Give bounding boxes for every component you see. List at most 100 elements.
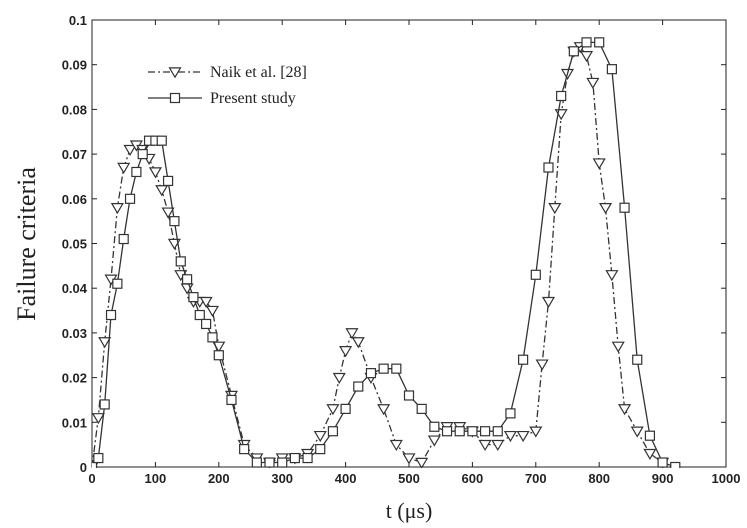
data-point: [123, 144, 137, 157]
x-tick-label: 400: [335, 471, 357, 486]
legend-item-1: Present study: [148, 90, 296, 107]
data-point: [402, 453, 416, 465]
data-point: [403, 390, 415, 401]
legend-label: Naik et al. [28]: [210, 64, 307, 81]
data-point: [340, 403, 351, 414]
data-point: [124, 193, 136, 204]
data-point: [391, 363, 402, 374]
data-point: [93, 452, 104, 464]
data-point: [619, 202, 630, 213]
data-point: [315, 444, 326, 455]
y-tick-label: 0.1: [69, 13, 87, 28]
x-tick-label: 600: [462, 471, 484, 486]
data-point: [535, 359, 549, 371]
data-point: [592, 158, 606, 170]
y-tick-label: 0.06: [62, 192, 87, 207]
series-line: [92, 41, 676, 468]
legend-label: Present study: [210, 90, 296, 107]
data-point: [568, 46, 579, 57]
data-point: [429, 421, 440, 432]
data-point: [326, 404, 340, 416]
data-point: [194, 309, 205, 321]
data-point: [201, 318, 212, 330]
data-point: [630, 426, 644, 438]
data-point: [503, 430, 517, 443]
data-point: [353, 381, 364, 392]
data-point: [239, 444, 250, 455]
data-point: [182, 274, 193, 285]
data-point: [491, 439, 505, 452]
x-tick-label: 300: [271, 471, 293, 486]
data-point: [112, 278, 123, 289]
data-point: [169, 216, 180, 227]
data-point: [302, 452, 313, 464]
data-point: [289, 452, 300, 464]
data-point: [365, 368, 377, 379]
data-point: [605, 270, 619, 282]
data-point: [479, 426, 491, 437]
y-tick-label: 0.09: [62, 58, 87, 73]
data-point: [162, 175, 174, 187]
data-point: [581, 37, 592, 48]
data-point: [345, 328, 359, 340]
x-tick-label: 500: [398, 471, 420, 486]
data-point: [606, 64, 617, 75]
data-point: [548, 203, 562, 215]
data-point: [117, 162, 131, 174]
data-point: [98, 337, 112, 349]
data-point: [226, 394, 237, 406]
y-tick-label: 0.05: [62, 237, 87, 252]
data-point: [543, 162, 554, 173]
data-point: [598, 203, 613, 215]
data-point: [618, 404, 632, 416]
data-point: [467, 426, 478, 437]
data-point: [175, 256, 186, 267]
y-tick-label: 0.03: [62, 326, 87, 341]
data-point: [579, 51, 594, 63]
y-tick-label: 0.08: [62, 102, 87, 117]
data-point: [148, 167, 162, 179]
data-point: [264, 457, 275, 468]
x-tick-label: 100: [145, 471, 167, 486]
data-point: [389, 439, 403, 452]
data-point: [251, 457, 262, 468]
x-axis-label: t (μs): [386, 498, 433, 523]
data-point: [643, 448, 657, 460]
data-point: [670, 461, 681, 468]
data-point: [105, 309, 117, 321]
data-point: [332, 372, 346, 385]
series-0: [92, 42, 670, 468]
data-point: [516, 430, 530, 443]
data-point: [478, 439, 492, 452]
legend-marker: [169, 92, 181, 104]
data-point: [161, 207, 175, 219]
data-point: [530, 269, 541, 280]
data-point: [207, 332, 218, 343]
data-point: [632, 354, 643, 365]
series-1: [92, 37, 681, 468]
y-tick-label: 0.01: [62, 415, 87, 430]
legend: Naik et al. [28] Present study: [148, 64, 307, 107]
data-point: [454, 426, 465, 437]
y-tick-label: 0.02: [62, 371, 87, 386]
data-point: [155, 185, 169, 197]
data-point: [378, 363, 389, 374]
data-point: [415, 457, 429, 468]
data-point: [327, 426, 339, 437]
x-tick-label: 700: [525, 471, 547, 486]
data-point: [594, 37, 605, 48]
data-point: [529, 426, 543, 438]
y-tick-label: 0.07: [62, 147, 87, 162]
data-point: [156, 135, 167, 146]
data-point: [110, 203, 124, 215]
data-point: [118, 233, 129, 245]
data-point: [518, 354, 529, 365]
y-axis-label: Failure criteria: [12, 167, 41, 321]
data-point: [205, 305, 220, 317]
x-tick-label: 200: [208, 471, 230, 486]
x-tick-label: 0: [88, 471, 95, 486]
legend-item-0: Naik et al. [28]: [148, 64, 307, 81]
data-point: [313, 430, 327, 443]
